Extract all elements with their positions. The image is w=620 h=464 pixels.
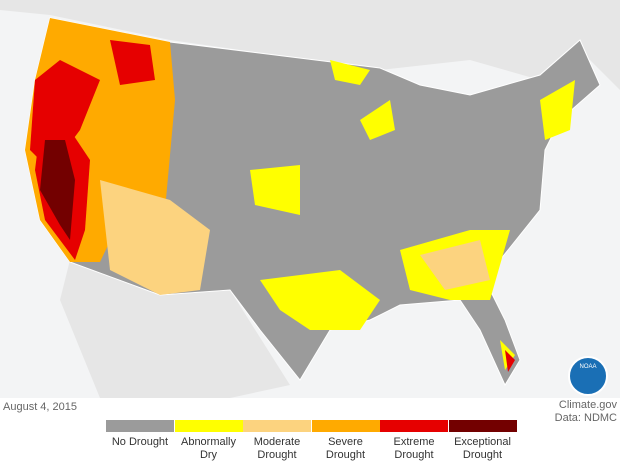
area-exceptional [40, 140, 75, 240]
area-dry [250, 165, 300, 215]
legend-swatch [380, 420, 448, 432]
area-extreme [505, 350, 515, 372]
logo-text: NOAA [579, 364, 596, 370]
legend-label: Severe Drought [325, 436, 366, 461]
source: Data: NDMC [554, 412, 617, 424]
credit: Climate.gov [558, 399, 617, 411]
mexico [60, 260, 290, 398]
legend-swatch [174, 420, 243, 432]
area-dry [260, 270, 380, 330]
legend-swatch [106, 420, 174, 432]
legend-label: No Drought [111, 436, 169, 448]
legend-label: Moderate Drought [253, 436, 301, 461]
legend-swatch [448, 420, 517, 432]
map: NOAA [0, 0, 620, 398]
date: August 4, 2015 [3, 401, 78, 413]
area-moderate [100, 180, 210, 295]
legend-label: Extreme Drought [393, 436, 435, 461]
canada [0, 0, 620, 90]
noaa-logo [568, 356, 608, 396]
legend-label: Abnormally Dry [180, 436, 237, 461]
legend-swatch [243, 420, 311, 432]
legend-swatch [311, 420, 380, 432]
area-moderate [420, 240, 490, 290]
area-extreme [110, 40, 155, 85]
legend-label: Exceptional Drought [454, 436, 511, 461]
